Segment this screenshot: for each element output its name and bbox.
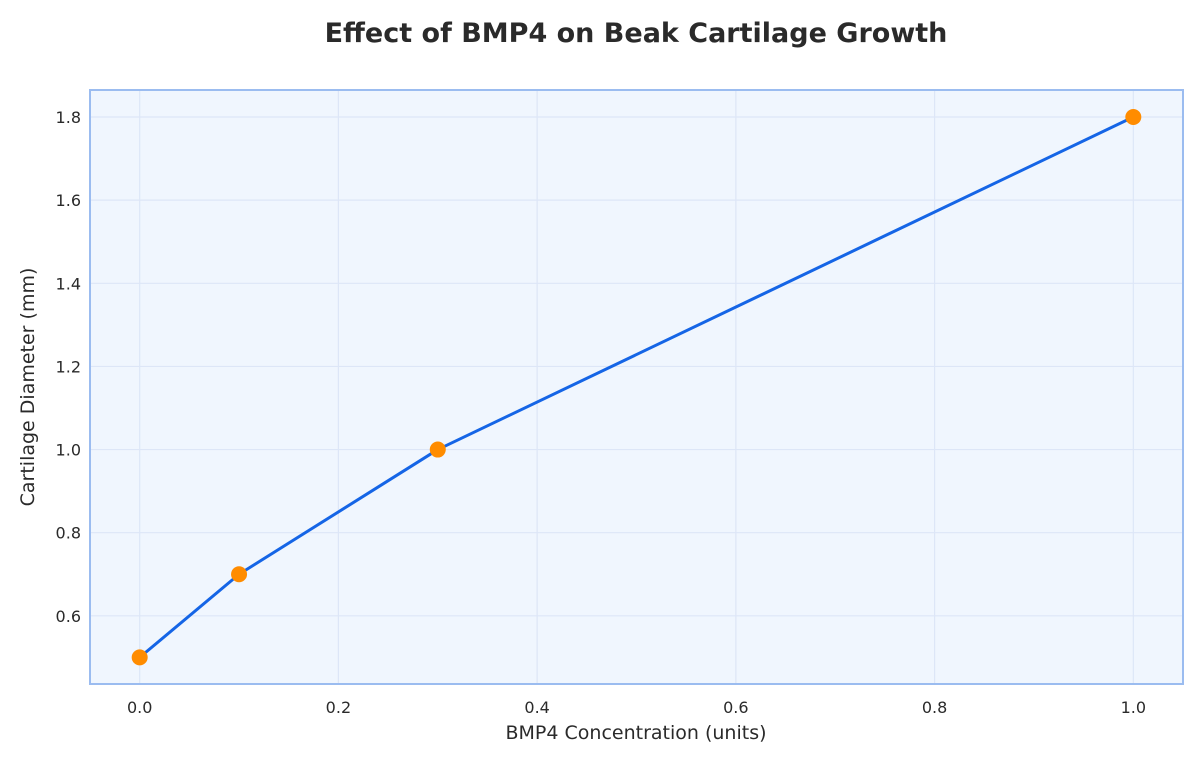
y-tick-label: 1.4: [56, 274, 81, 293]
y-axis-ticks: 0.6 0.8 1.0 1.2 1.4 1.6 1.8: [56, 108, 81, 626]
data-points: [131, 109, 1142, 666]
x-tick-label: 0.6: [723, 698, 748, 717]
series-line: [138, 115, 1134, 659]
x-tick-label: 0.2: [326, 698, 351, 717]
x-tick-label: 0.4: [524, 698, 549, 717]
y-tick-label: 1.0: [56, 441, 81, 460]
grid: [90, 90, 1183, 684]
y-tick-label: 1.2: [56, 357, 81, 376]
data-point: [231, 566, 248, 583]
data-point: [1125, 109, 1142, 126]
x-tick-label: 0.0: [127, 698, 152, 717]
y-tick-label: 0.6: [56, 607, 81, 626]
x-tick-label: 1.0: [1121, 698, 1146, 717]
plot-area: [90, 90, 1183, 684]
chart-title: Effect of BMP4 on Beak Cartilage Growth: [325, 18, 948, 49]
data-point: [429, 441, 446, 458]
y-tick-label: 1.6: [56, 191, 81, 210]
x-tick-label: 0.8: [922, 698, 947, 717]
y-tick-label: 1.8: [56, 108, 81, 127]
y-axis-label: Cartilage Diameter (mm): [17, 268, 39, 507]
x-axis-label: BMP4 Concentration (units): [506, 722, 767, 744]
x-axis-ticks: 0.0 0.2 0.4 0.6 0.8 1.0: [127, 698, 1146, 717]
data-point: [131, 649, 148, 666]
y-tick-label: 0.8: [56, 524, 81, 543]
plot-frame: [89, 89, 1184, 685]
